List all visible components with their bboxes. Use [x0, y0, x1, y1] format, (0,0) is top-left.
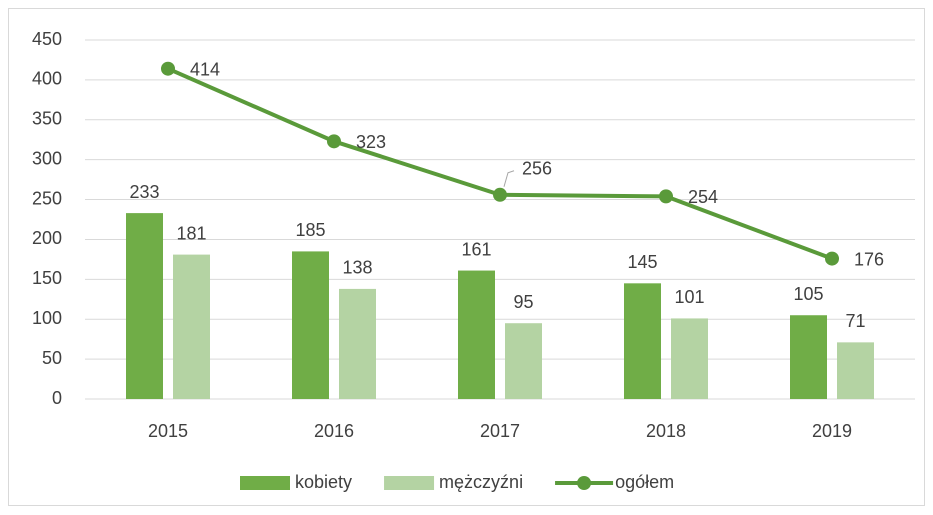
- bar-label: 71: [845, 311, 865, 331]
- legend-swatch: [240, 476, 290, 490]
- bar: [505, 323, 542, 399]
- y-tick-label: 150: [32, 268, 62, 288]
- y-tick-label: 0: [52, 388, 62, 408]
- bar-label: 95: [513, 292, 533, 312]
- bar-label: 138: [342, 258, 372, 278]
- bar: [790, 315, 827, 399]
- line-label: 176: [854, 249, 884, 269]
- y-tick-label: 450: [32, 29, 62, 49]
- line-marker: [493, 187, 507, 202]
- bar: [292, 251, 329, 399]
- bar-label: 161: [461, 239, 491, 259]
- legend-swatch: [384, 476, 435, 490]
- legend-swatch: [577, 476, 592, 490]
- bar-label: 105: [793, 284, 823, 304]
- leader-line: [503, 170, 515, 187]
- line-marker: [161, 61, 175, 76]
- bar: [837, 342, 874, 399]
- x-tick-label: 2018: [646, 421, 686, 441]
- legend-label: kobiety: [295, 472, 352, 492]
- bar: [339, 288, 376, 399]
- legend-label: ogółem: [615, 472, 674, 492]
- y-tick-label: 300: [32, 148, 62, 168]
- bar-label: 181: [176, 223, 206, 243]
- y-tick-label: 350: [32, 109, 62, 129]
- bar: [624, 283, 661, 399]
- bar-label: 101: [674, 287, 704, 307]
- line-label: 254: [688, 187, 718, 207]
- x-tick-label: 2017: [480, 421, 520, 441]
- bar: [126, 213, 163, 399]
- y-tick-label: 200: [32, 228, 62, 248]
- legend-label: mężczyźni: [439, 472, 523, 492]
- y-tick-label: 400: [32, 69, 62, 89]
- line-marker: [825, 251, 839, 266]
- bar: [173, 254, 210, 399]
- bar-label: 185: [295, 220, 325, 240]
- bar-label: 145: [627, 252, 657, 272]
- line-label: 256: [522, 159, 552, 179]
- bar-label: 233: [129, 182, 159, 202]
- line-marker: [659, 189, 673, 204]
- line-label: 414: [190, 59, 220, 79]
- y-tick-label: 50: [42, 348, 62, 368]
- x-tick-label: 2019: [812, 421, 852, 441]
- x-tick-label: 2016: [314, 421, 354, 441]
- y-tick-label: 100: [32, 308, 62, 328]
- x-tick-label: 2015: [148, 421, 188, 441]
- line-marker: [327, 134, 341, 149]
- line-label: 323: [356, 132, 386, 152]
- y-tick-label: 250: [32, 188, 62, 208]
- bar: [458, 270, 495, 399]
- bar: [671, 318, 708, 399]
